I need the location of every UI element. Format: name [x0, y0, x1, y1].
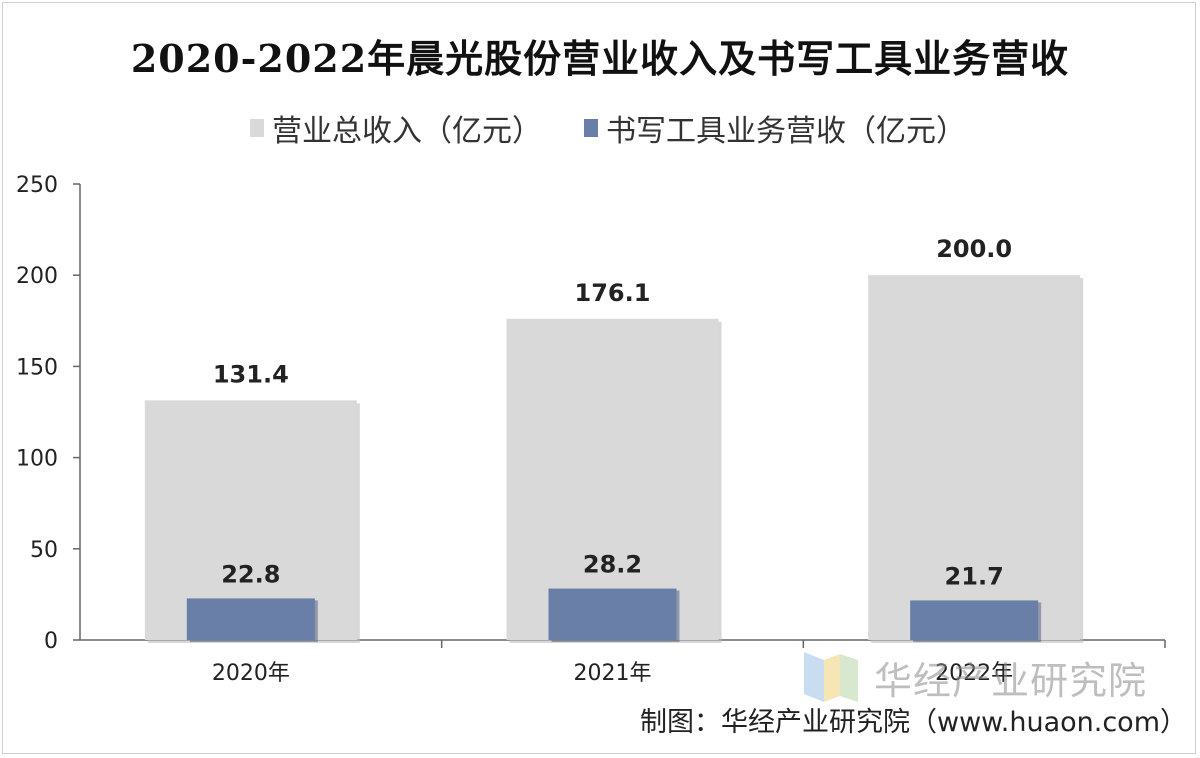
legend-item-total-revenue: 营业总收入（亿元）	[250, 106, 542, 150]
watermark-logo-icon	[800, 648, 860, 706]
bar-total-revenue	[506, 318, 719, 640]
y-tick-label: 200	[16, 264, 58, 289]
y-tick-label: 0	[44, 629, 58, 654]
x-category-label: 2022年	[935, 661, 1013, 686]
bar-total-revenue	[868, 275, 1081, 640]
legend-label-writing-tools: 书写工具业务营收（亿元）	[606, 114, 966, 149]
watermark-text: 华经产业研究院	[874, 658, 1148, 703]
data-label-total-revenue: 131.4	[213, 360, 289, 388]
bar-writing-tools	[186, 598, 315, 640]
data-label-writing-tools: 28.2	[583, 551, 642, 579]
bar-writing-tools	[910, 600, 1039, 640]
data-label-total-revenue: 176.1	[575, 279, 651, 307]
legend-swatch-total-revenue	[250, 119, 264, 137]
legend-item-writing-tools: 书写工具业务营收（亿元）	[584, 106, 966, 150]
x-category-label: 2020年	[212, 661, 290, 686]
y-tick-label: 150	[16, 355, 58, 380]
data-label-writing-tools: 22.8	[221, 560, 280, 588]
data-label-total-revenue: 200.0	[936, 235, 1012, 263]
watermark: 华经产业研究院	[800, 648, 1147, 706]
legend-label-total-revenue: 营业总收入（亿元）	[272, 114, 542, 149]
chart-title: 2020-2022年晨光股份营业收入及书写工具业务营收	[130, 36, 1070, 81]
chart-source-credit: 制图：华经产业研究院（www.huaon.com）	[640, 707, 1187, 738]
y-tick-label: 250	[16, 173, 58, 198]
x-category-label: 2021年	[574, 661, 652, 686]
legend-swatch-writing-tools	[584, 119, 598, 137]
chart-legend: 营业总收入（亿元） 书写工具业务营收（亿元）	[0, 106, 1200, 149]
y-tick-label: 100	[16, 447, 58, 472]
bar-writing-tools	[548, 588, 677, 640]
data-label-writing-tools: 21.7	[945, 562, 1004, 590]
y-tick-label: 50	[30, 538, 58, 563]
